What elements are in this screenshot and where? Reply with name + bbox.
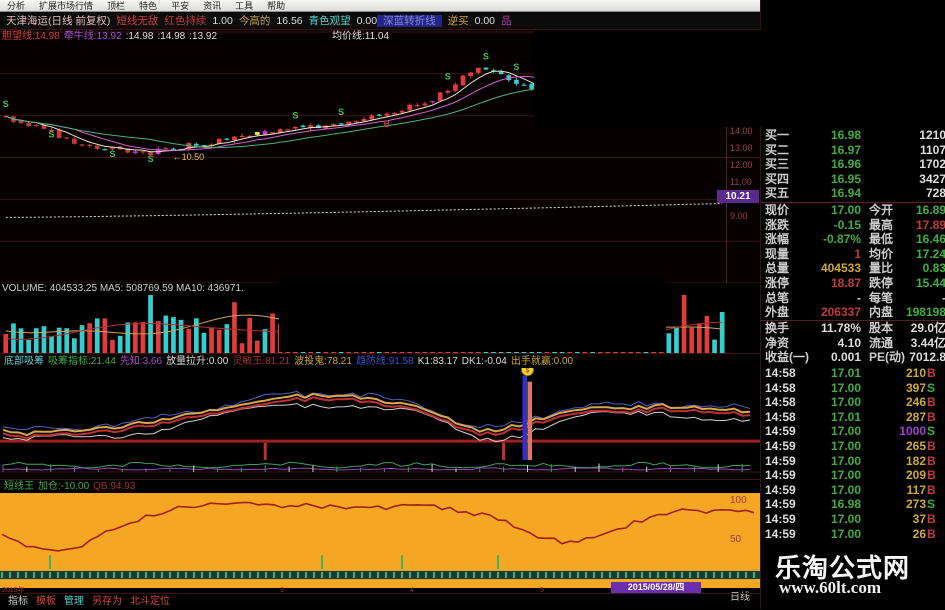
- svg-text:S: S: [148, 154, 154, 164]
- svg-text:←10.50: ←10.50: [173, 152, 205, 162]
- svg-text:S: S: [48, 130, 54, 140]
- svg-text:S: S: [338, 107, 344, 117]
- svg-text:S: S: [292, 111, 298, 121]
- svg-text:S: S: [483, 52, 489, 62]
- svg-text:S: S: [3, 99, 9, 109]
- svg-text:S: S: [513, 62, 519, 72]
- svg-text:S: S: [109, 149, 115, 159]
- svg-text:$: $: [526, 368, 530, 375]
- svg-text:B: B: [384, 119, 391, 129]
- svg-text:S: S: [445, 72, 451, 82]
